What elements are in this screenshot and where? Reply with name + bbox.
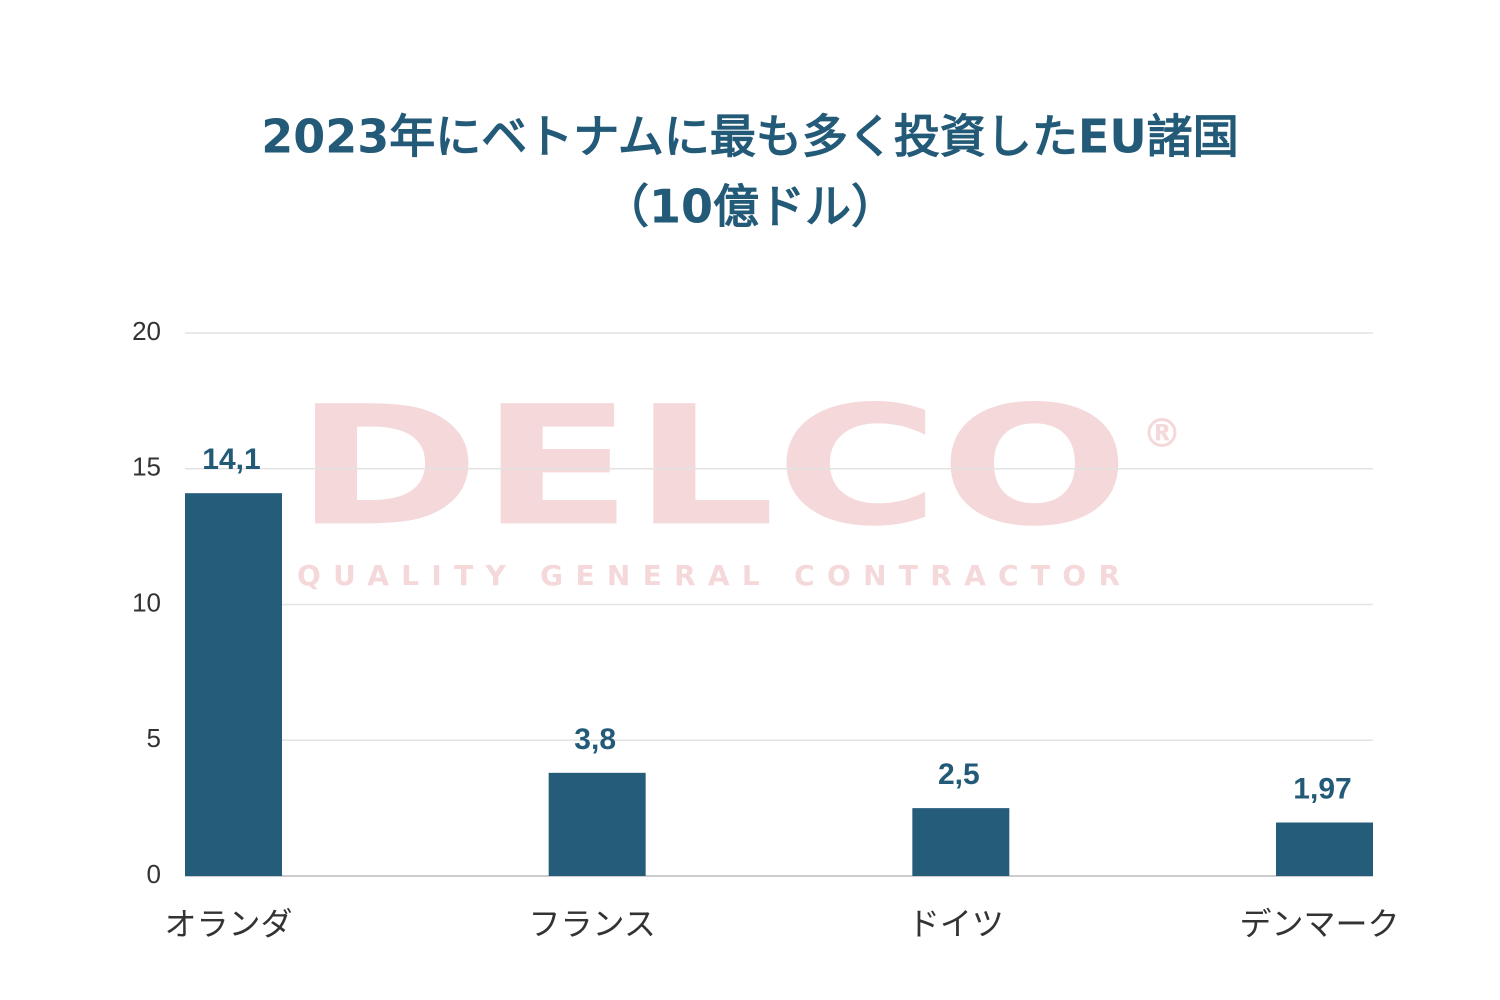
value-label: 3,8 — [574, 723, 616, 756]
x-tick-label: フランス — [528, 905, 655, 943]
chart-subtitle: （10億ドル） — [603, 180, 897, 234]
x-tick-label: ドイツ — [908, 905, 1004, 943]
watermark-tagline: QUALITY GENERAL CONTRACTOR — [297, 559, 1120, 592]
bar — [185, 493, 282, 876]
bar — [1276, 822, 1373, 876]
y-tick-label: 0 — [147, 859, 161, 889]
x-tick-label: デンマーク — [1239, 905, 1399, 943]
watermark-mark: ® — [1142, 411, 1182, 457]
bar — [912, 808, 1010, 876]
chart-title: 2023年にベトナムに最も多く投資したEU諸国 — [261, 110, 1238, 164]
y-tick-label: 20 — [132, 316, 161, 346]
y-tick-label: 10 — [132, 587, 161, 617]
x-tick-label: オランダ — [164, 905, 292, 943]
y-tick-label: 5 — [147, 723, 161, 753]
value-label: 2,5 — [938, 758, 980, 791]
value-label: 14,1 — [202, 443, 260, 476]
bar — [548, 772, 646, 876]
watermark: DELCO — [295, 370, 1130, 562]
y-tick-label: 15 — [132, 452, 161, 482]
value-label: 1,97 — [1293, 772, 1351, 805]
